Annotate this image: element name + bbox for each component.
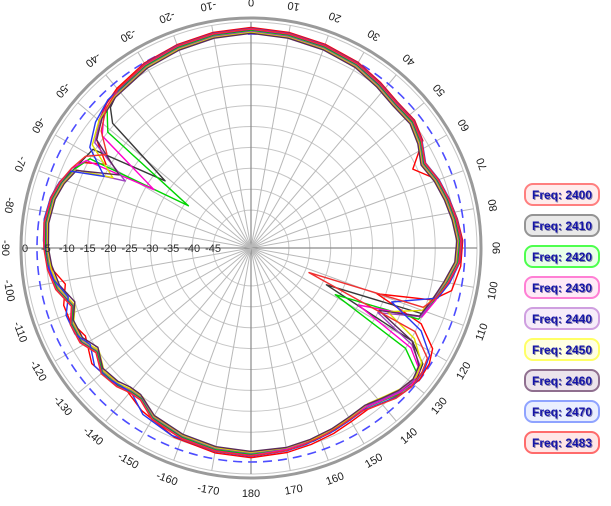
pattern-curve-2483	[43, 28, 463, 457]
grid-spoke-190	[211, 247, 252, 471]
angle-label-140: 140	[398, 426, 420, 447]
grid-spoke-20	[250, 35, 329, 249]
angle-label-170: 170	[284, 483, 304, 498]
angle-label-70: 70	[474, 156, 489, 172]
legend-item-2440[interactable]: Freq: 2440	[524, 307, 600, 330]
angle-label-90: 90	[491, 242, 503, 254]
legend-item-label: Freq: 2470	[531, 404, 593, 419]
angle-label--40: -40	[83, 50, 103, 69]
radial-label--35: -35	[163, 243, 179, 255]
grid-spoke-280	[28, 208, 252, 249]
legend-item-2410[interactable]: Freq: 2410	[524, 214, 600, 237]
outer-ring	[19, 16, 483, 480]
legend-item-label: Freq: 2450	[531, 342, 593, 357]
angle-label--140: -140	[81, 425, 106, 448]
angle-label-180: 180	[242, 488, 260, 500]
grid-spoke-140	[250, 247, 397, 422]
angle-label--160: -160	[154, 470, 179, 489]
angle-label--170: -170	[196, 482, 220, 498]
grid-spoke-310	[77, 102, 252, 249]
legend-item-2483[interactable]: Freq: 2483	[524, 431, 600, 454]
legend-item-label: Freq: 2420	[531, 249, 593, 264]
grid-spoke-150	[250, 247, 365, 444]
angle-label-160: 160	[324, 470, 345, 488]
pattern-curve-2450	[46, 31, 459, 453]
pattern-curve-2460	[47, 32, 458, 453]
angle-label-40: 40	[401, 51, 418, 68]
grid-spoke-160	[250, 247, 329, 461]
angle-label-100: 100	[486, 281, 501, 301]
pattern-curve-2400	[43, 26, 464, 459]
pattern-curve-2420	[45, 30, 460, 455]
angle-label--150: -150	[115, 450, 140, 471]
grid-spoke-330	[137, 52, 252, 249]
grid-spoke-320	[105, 74, 252, 249]
angle-label--80: -80	[1, 196, 16, 214]
grid-spoke-10	[250, 25, 291, 249]
grid-spoke-230	[77, 247, 252, 394]
radial-label--40: -40	[184, 243, 200, 255]
grid-spoke-350	[211, 25, 252, 249]
angle-label--20: -20	[157, 8, 176, 25]
angle-label--100: -100	[1, 279, 17, 303]
legend-item-2400[interactable]: Freq: 2400	[524, 183, 600, 206]
angle-label-130: 130	[429, 395, 450, 417]
angle-label--110: -110	[11, 320, 30, 344]
radial-label--30: -30	[142, 243, 158, 255]
radial-label--20: -20	[101, 243, 117, 255]
angle-label--90: -90	[0, 240, 11, 256]
legend-item-label: Freq: 2460	[531, 373, 593, 388]
radial-label--45: -45	[205, 243, 221, 255]
grid-spoke-70	[250, 170, 464, 249]
angle-label-50: 50	[431, 81, 448, 98]
angle-label--50: -50	[53, 80, 72, 100]
legend-item-2460[interactable]: Freq: 2460	[524, 369, 600, 392]
angle-label-80: 80	[486, 198, 500, 212]
angle-label-30: 30	[366, 27, 383, 44]
angle-label-0: 0	[248, 0, 254, 8]
angle-label-10: 10	[287, 0, 301, 13]
legend-item-2420[interactable]: Freq: 2420	[524, 245, 600, 268]
radial-label-0: 0	[22, 243, 28, 255]
grid-spoke-100	[250, 247, 474, 288]
angle-label-120: 120	[454, 360, 474, 382]
angle-label--130: -130	[51, 394, 74, 419]
angle-label-20: 20	[327, 9, 343, 24]
legend-item-label: Freq: 2400	[531, 187, 593, 202]
grid-spoke-80	[250, 208, 474, 249]
legend-item-label: Freq: 2410	[531, 218, 593, 233]
grid-spoke-60	[250, 134, 447, 249]
legend-item-2430[interactable]: Freq: 2430	[524, 276, 600, 299]
legend-item-label: Freq: 2483	[531, 435, 593, 450]
grid-spoke-340	[173, 35, 252, 249]
angle-label--30: -30	[118, 26, 138, 44]
grid-spoke-30	[250, 52, 365, 249]
grid-spoke-210	[137, 247, 252, 444]
grid-spoke-40	[250, 74, 397, 249]
angle-label--120: -120	[27, 358, 48, 383]
legend-item-2470[interactable]: Freq: 2470	[524, 400, 600, 423]
angle-label-60: 60	[456, 117, 473, 134]
grid-spoke-290	[38, 170, 252, 249]
angle-label--60: -60	[29, 115, 47, 135]
legend: Freq: 2400 Freq: 2410 Freq: 2420 Freq: 2430…	[524, 183, 604, 462]
angle-label--10: -10	[199, 0, 217, 13]
grid-spoke-170	[250, 247, 291, 471]
grid-spoke-200	[173, 247, 252, 461]
angle-label-110: 110	[474, 322, 491, 343]
angle-label-150: 150	[363, 451, 385, 471]
angle-label--70: -70	[11, 154, 28, 173]
radial-label--15: -15	[80, 243, 96, 255]
legend-item-label: Freq: 2430	[531, 280, 593, 295]
radial-label--10: -10	[59, 243, 75, 255]
radial-label--25: -25	[122, 243, 138, 255]
grid-spoke-260	[28, 247, 252, 288]
grid-spoke-130	[250, 247, 425, 394]
grid-spoke-50	[250, 102, 425, 249]
radial-label--5: -5	[41, 243, 51, 255]
legend-item-label: Freq: 2440	[531, 311, 593, 326]
legend-item-2450[interactable]: Freq: 2450	[524, 338, 600, 361]
